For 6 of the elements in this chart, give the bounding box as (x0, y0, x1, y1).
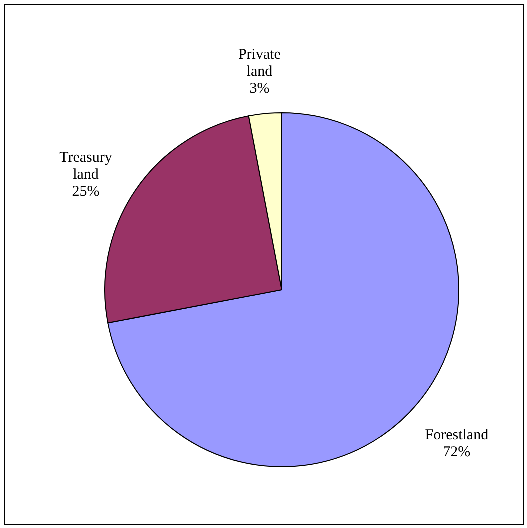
data-label: 72% (443, 444, 471, 461)
data-label: 3% (250, 81, 270, 98)
slice-label: Private land (238, 47, 282, 80)
slice-label: Treasury land (60, 150, 113, 183)
data-label: 25% (72, 184, 100, 200)
slice-label: Forestland (425, 428, 490, 444)
